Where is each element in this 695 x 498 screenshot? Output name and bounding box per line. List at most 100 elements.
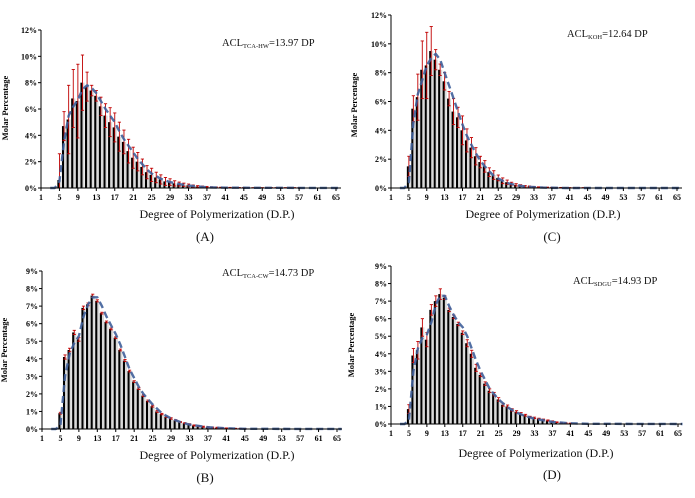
bar [57,180,60,188]
bar [95,300,98,429]
panel-label: (D) [543,467,561,482]
bar [104,321,107,429]
x-tick-label: 41 [566,193,574,202]
bar [132,381,135,429]
x-tick-label: 1 [40,434,44,443]
y-tick-label: 0% [375,184,387,193]
x-tick-label: 65 [333,434,341,443]
y-tick-label: 4% [375,350,387,359]
bar [478,374,481,424]
error-bar [478,155,482,169]
x-tick-label: 57 [638,429,646,438]
bar [509,183,512,188]
bar [541,419,544,424]
bar [103,115,106,188]
x-tick-label: 61 [655,193,663,202]
error-bar [136,151,140,172]
x-tick-label: 65 [674,429,682,438]
x-tick-label: 49 [258,193,266,202]
bar [112,127,115,188]
bar [136,388,139,429]
bar [187,424,190,429]
y-tick-label: 10% [371,40,387,49]
bar [144,172,148,188]
error-bar [109,327,113,331]
bar [429,309,432,424]
y-tick-label: 12% [21,26,37,35]
y-tick-label: 8% [25,79,37,88]
x-tick-label: 65 [332,193,340,202]
y-tick-label: 6% [25,105,37,114]
panel-label: (B) [196,470,213,485]
panel-label: (A) [196,229,214,244]
x-tick-label: 13 [441,193,449,202]
x-tick-label: 33 [186,434,194,443]
y-axis-title: Molar Percentage [0,75,10,140]
acl-value: =14.93 DP [612,276,658,287]
bar [168,418,172,429]
bar [411,355,414,424]
y-axis-title: Molar Percentage [0,317,9,382]
error-bar [100,311,104,315]
error-bar [108,107,112,138]
error-bar [555,421,559,424]
x-tick-label: 65 [673,193,681,202]
x-tick-label: 25 [494,193,502,202]
bar [67,350,70,429]
y-tick-label: 2% [25,158,37,167]
x-tick-label: 57 [295,193,303,202]
bar [438,294,441,424]
x-tick-label: 9 [425,193,429,202]
error-bar [196,185,200,188]
x-tick-label: 13 [93,434,101,443]
error-bar [123,359,127,363]
bar [98,106,101,188]
error-bar [514,183,518,187]
x-tick-label: 1 [39,193,43,202]
x-axis-title: Degree of Polymerization (D.P.) [140,207,295,221]
x-tick-label: 49 [259,434,267,443]
bar [500,180,503,188]
x-tick-label: 61 [314,193,322,202]
bar [420,327,423,424]
x-axis-title: Degree of Polymerization (D.P.) [466,207,621,221]
bar [71,98,74,188]
bar [429,51,432,188]
fit-curve [400,294,683,426]
acl-subscript: KOH [588,34,602,41]
x-tick-label: 37 [204,434,212,443]
y-tick-label: 6% [26,320,38,329]
y-axis-title: Molar Percentage [349,72,359,137]
bar [192,425,195,429]
x-tick-label: 53 [278,434,286,443]
x-tick-label: 13 [92,193,100,202]
y-tick-label: 8% [375,280,387,289]
x-tick-label: 57 [637,193,645,202]
x-tick-label: 21 [130,434,138,443]
y-tick-label: 6% [375,315,387,324]
bar [424,65,427,188]
y-tick-label: 3% [375,367,387,376]
x-tick-label: 37 [548,193,556,202]
bar [135,161,138,188]
acl-annotation: ACLTCA-HW=13.97 DP [222,38,315,50]
x-tick-label: 17 [111,193,119,202]
x-tick-label: 53 [619,193,627,202]
bar [108,122,111,188]
error-bar [113,112,117,143]
error-bar [72,329,76,336]
acl-subscript: SDGU [594,281,612,288]
x-tick-label: 57 [296,434,304,443]
acl-subscript: TCA-HW [243,43,270,50]
bar [75,101,78,188]
error-bar [95,299,99,303]
bar [438,69,441,188]
bar [420,69,423,188]
error-bar [67,84,71,155]
error-bar [122,129,126,155]
error-bar [126,138,131,164]
acl-value: =14.73 DP [269,268,315,279]
y-tick-label: 6% [375,98,387,107]
error-bar [90,84,94,97]
x-tick-label: 1 [389,429,393,438]
